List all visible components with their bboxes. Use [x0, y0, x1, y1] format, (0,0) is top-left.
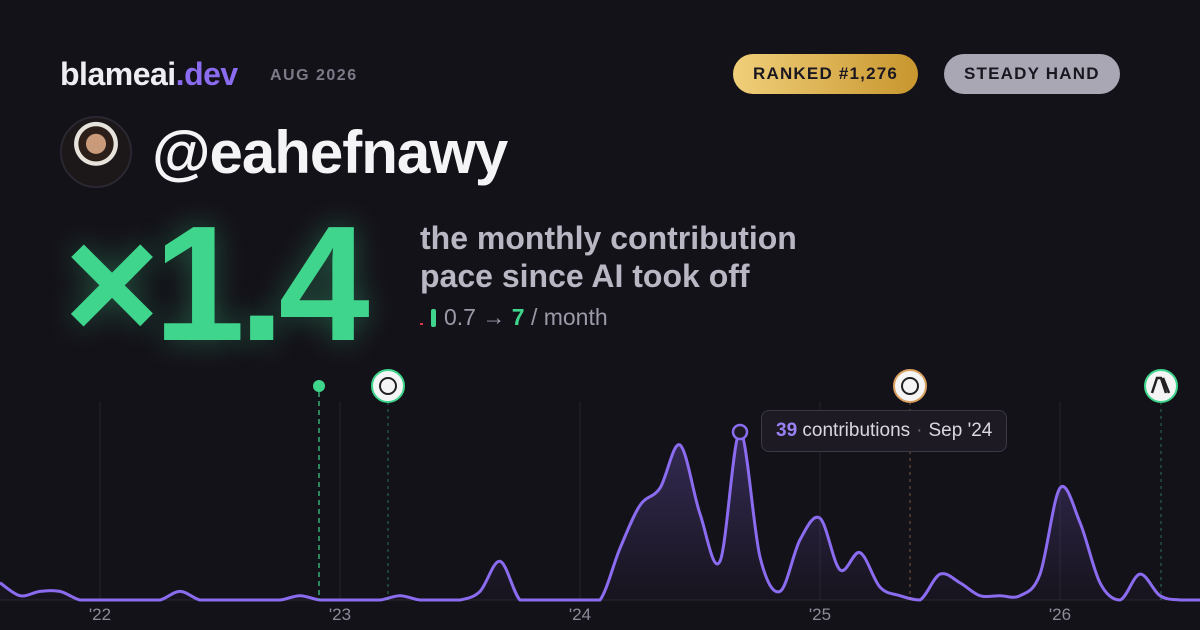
multiplier: ×1.4	[64, 192, 370, 375]
tooltip-date: Sep '24	[928, 420, 993, 441]
report-date: AUG 2026	[270, 67, 358, 84]
rank-badge: RANKED #1,276	[733, 54, 919, 94]
rate-unit: / month	[530, 304, 608, 330]
rate-from: 0.7	[444, 304, 476, 330]
brand-suffix: .dev	[175, 56, 239, 92]
x-tick-label: '25	[809, 605, 831, 624]
rate: 0.7 → 7 / month	[420, 304, 608, 331]
rate-arrow: →	[482, 304, 506, 330]
rate-to: 7	[511, 304, 525, 330]
tooltip: 39 contributions · Sep '24	[761, 410, 1008, 452]
event-dot	[313, 380, 325, 392]
handle: @eahefnawy	[152, 119, 508, 186]
line	[0, 430, 1200, 602]
x-tick-label: '23	[329, 605, 351, 624]
x-tick-label: '22	[89, 605, 111, 624]
event-icon-glyph	[379, 377, 397, 395]
event-icon-glyph	[901, 377, 919, 395]
tooltip-value: 39	[776, 420, 798, 441]
event-icon	[893, 369, 927, 403]
x-tick-label: '26	[1049, 605, 1071, 624]
brand-name: blameai	[60, 56, 176, 92]
brand: blameai.dev	[60, 56, 238, 93]
x-tick-label: '24	[569, 605, 591, 624]
event-icon	[371, 369, 405, 403]
hover-point	[731, 423, 749, 441]
tooltip-label: contributions	[802, 420, 911, 441]
avatar	[60, 116, 132, 188]
area	[0, 432, 1200, 600]
subtitle-line: the monthly contribution	[420, 220, 797, 256]
subtitle-line: pace since AI took off	[420, 258, 750, 294]
event-icon	[1144, 369, 1178, 403]
event-icon-glyph	[1150, 376, 1171, 394]
style-badge: STEADY HAND	[944, 54, 1120, 94]
event-markers	[313, 369, 1178, 600]
